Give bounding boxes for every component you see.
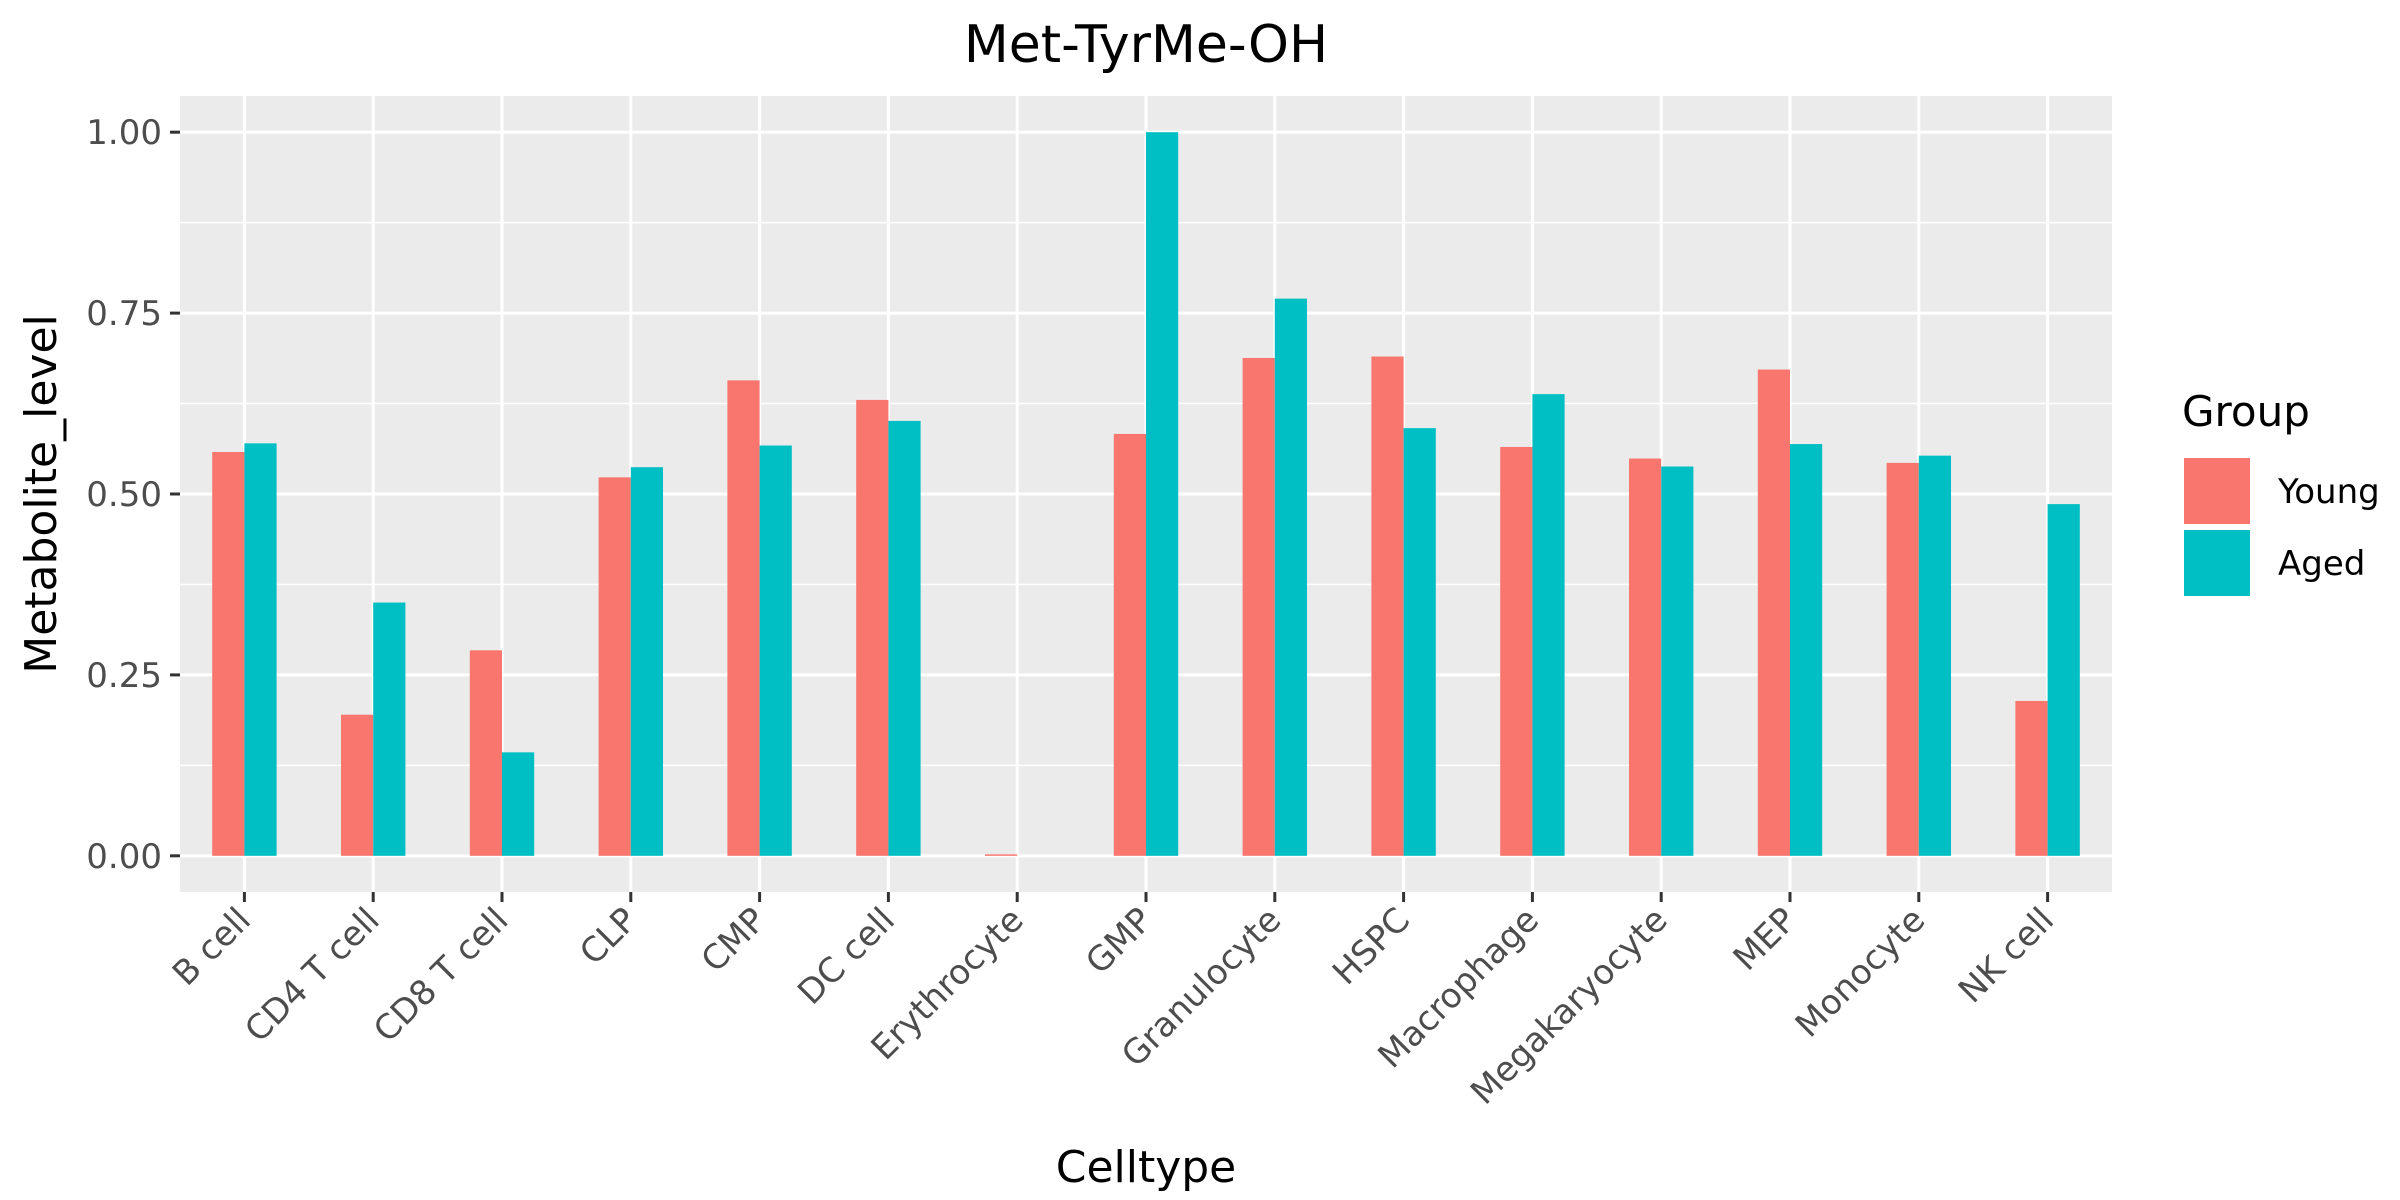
- x-tick-label: CMP: [694, 900, 774, 980]
- x-tick-label: CD4 T cell: [237, 900, 387, 1050]
- legend-swatch-young: [2184, 458, 2250, 524]
- y-tick-label: 1.00: [86, 113, 162, 153]
- y-tick-label: 0.75: [86, 294, 162, 334]
- y-tick-label: 0.00: [86, 837, 162, 877]
- bar-aged-b-cell: [244, 443, 277, 856]
- bar-young-b-cell: [212, 452, 245, 856]
- x-tick-label: MEP: [1726, 900, 1805, 979]
- bar-young-erythrocyte: [985, 854, 1018, 856]
- legend: Group Young Aged: [2182, 387, 2380, 596]
- x-tick-label: DC cell: [790, 900, 903, 1013]
- bar-young-cd4-t-cell: [341, 714, 374, 856]
- bar-aged-mep: [1790, 444, 1823, 856]
- x-tick-label: Monocyte: [1788, 900, 1933, 1045]
- bar-aged-cmp: [759, 445, 792, 856]
- x-tick-label: B cell: [165, 900, 259, 994]
- bar-aged-cd4-t-cell: [373, 602, 406, 856]
- bar-aged-clp: [630, 467, 663, 856]
- bar-aged-gmp: [1146, 132, 1179, 856]
- bar-aged-hspc: [1403, 428, 1436, 856]
- x-tick-label: GMP: [1078, 900, 1160, 982]
- bar-young-dc-cell: [856, 399, 889, 856]
- bar-young-clp: [598, 477, 631, 856]
- y-axis-title: Metabolite_level: [16, 314, 67, 674]
- y-tick-label: 0.50: [86, 475, 162, 515]
- x-axis-title: Celltype: [1056, 1142, 1237, 1193]
- bar-young-hspc: [1371, 356, 1404, 856]
- bars: [212, 132, 2080, 856]
- bar-aged-megakaryocyte: [1661, 466, 1694, 856]
- legend-label-young: Young: [2277, 472, 2380, 512]
- bar-young-monocyte: [1886, 462, 1919, 856]
- bar-young-gmp: [1113, 433, 1146, 856]
- y-tick-label: 0.25: [86, 656, 162, 696]
- y-axis: 0.00 0.25 0.50 0.75 1.00: [86, 113, 180, 877]
- chart-title: Met-TyrMe-OH: [964, 15, 1328, 75]
- bar-aged-cd8-t-cell: [502, 752, 535, 856]
- x-tick-label: CLP: [572, 900, 645, 973]
- legend-swatch-aged: [2184, 530, 2250, 596]
- bar-young-megakaryocyte: [1629, 458, 1662, 856]
- legend-title: Group: [2182, 387, 2310, 436]
- bar-young-cmp: [727, 380, 760, 856]
- bar-aged-nk-cell: [2047, 504, 2080, 856]
- bar-aged-dc-cell: [888, 420, 921, 856]
- bar-young-cd8-t-cell: [469, 650, 502, 856]
- bar-aged-monocyte: [1918, 455, 1951, 856]
- bar-aged-macrophage: [1532, 394, 1565, 856]
- x-tick-label: NK cell: [1951, 900, 2062, 1011]
- x-tick-label: CD8 T cell: [366, 900, 516, 1050]
- bar-young-mep: [1757, 369, 1790, 856]
- x-tick-label: HSPC: [1325, 900, 1418, 993]
- bar-young-granulocyte: [1242, 357, 1275, 856]
- bar-aged-granulocyte: [1274, 298, 1307, 856]
- bar-young-macrophage: [1500, 446, 1533, 856]
- bar-young-nk-cell: [2015, 700, 2048, 856]
- legend-label-aged: Aged: [2278, 544, 2365, 584]
